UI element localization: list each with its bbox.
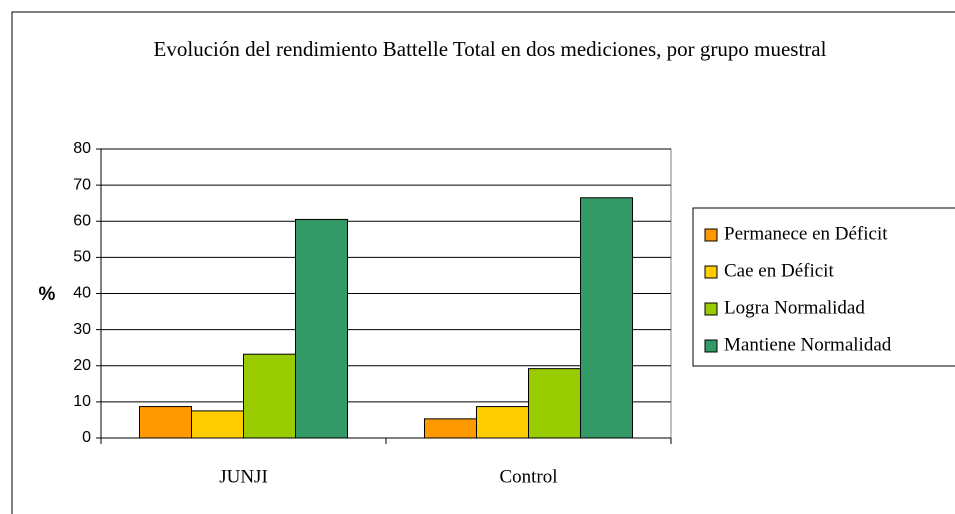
legend-box (692, 207, 955, 367)
bar (580, 197, 633, 439)
legend-swatch (704, 302, 718, 316)
bar (476, 406, 529, 439)
y-tick-label: 70 (73, 176, 91, 193)
y-tick-label: 20 (73, 357, 91, 374)
y-axis-label: % (39, 284, 56, 305)
y-tick-label: 80 (73, 140, 91, 157)
bar (191, 410, 244, 439)
legend-swatch (704, 228, 718, 242)
legend-swatch (704, 339, 718, 353)
y-tick-label: 40 (73, 285, 91, 302)
bar (528, 368, 581, 439)
chart-title: Evolución del rendimiento Battelle Total… (153, 37, 827, 61)
bar (295, 218, 348, 439)
legend-swatch (704, 265, 718, 279)
y-tick-label: 10 (73, 393, 91, 410)
y-tick-label: 60 (73, 212, 91, 229)
legend-label: Logra Normalidad (724, 297, 865, 318)
y-tick-label: 30 (73, 321, 91, 338)
x-tick-label: Control (499, 466, 557, 487)
y-tick-label: 0 (82, 429, 91, 446)
bar (139, 406, 192, 439)
legend-label: Permanece en Déficit (724, 223, 888, 244)
y-tick-label: 50 (73, 249, 91, 266)
bar (424, 418, 477, 439)
x-tick-label: JUNJI (219, 466, 268, 487)
legend-label: Cae en Déficit (724, 260, 834, 281)
bar (243, 353, 296, 439)
legend-label: Mantiene Normalidad (724, 334, 892, 355)
